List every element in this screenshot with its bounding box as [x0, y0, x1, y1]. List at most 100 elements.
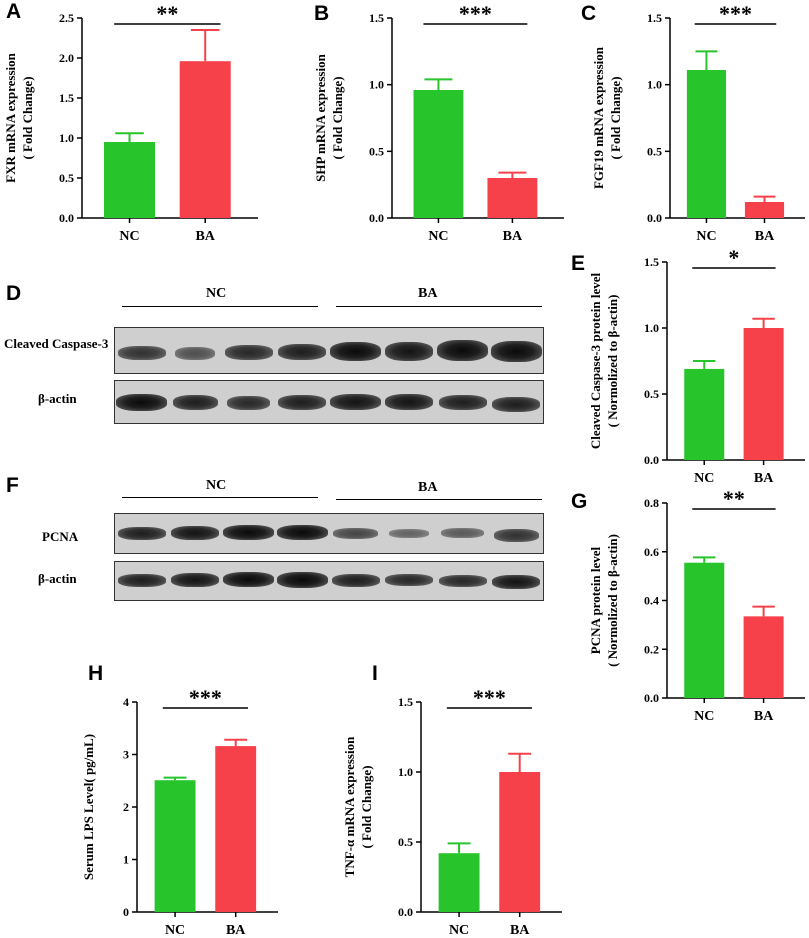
blot-band [171, 526, 220, 540]
chart-g-x-label-ba: BA [754, 709, 774, 724]
blot-f-strip-actin [114, 561, 544, 601]
panel-letter-f: F [6, 474, 19, 497]
blot-band [492, 575, 541, 589]
blot-d-strip-caspase3 [114, 327, 544, 374]
blot-band [172, 395, 218, 410]
blot-d-row-label-actin: β-actin [38, 391, 77, 406]
chart-a-bar-nc [104, 142, 156, 218]
blot-band [331, 574, 380, 587]
blot-d-strip-actin [114, 380, 544, 424]
panel-letter-h: H [88, 662, 104, 685]
chart-a-y-label-line-1: FXR mRNA expression [3, 52, 18, 183]
chart-a-y-tick-label: 1.0 [59, 131, 74, 145]
chart-a-x-label-ba: BA [195, 229, 215, 244]
chart-c-x-label-nc: NC [696, 229, 716, 244]
chart-c-y-tick-label: 1.5 [647, 11, 662, 25]
chart-h-bar-ba [215, 746, 257, 912]
blot-band [437, 340, 489, 361]
chart-h-y-label-line-1: Serum LPS Level( pg/mL) [81, 734, 96, 880]
chart-i-y-label-line-1: TNF-α mRNA expression [342, 736, 357, 877]
chart-g-x-label-nc: NC [694, 709, 714, 724]
chart-c-x-label-ba: BA [755, 229, 775, 244]
chart-a-bar-ba [179, 61, 231, 219]
blot-d-group-nc: NC [206, 286, 227, 301]
blot-band [493, 529, 539, 542]
chart-c-y-tick-label: 0.0 [647, 211, 662, 225]
chart-a-y-tick-label: 0.0 [59, 211, 74, 225]
blot-band [330, 394, 382, 410]
blot-band [171, 573, 220, 587]
blot-band [116, 394, 168, 411]
chart-serum-lps: 0 1 2 3 4 NC BA *** Serum LPS Level( pg/mL) [81, 685, 278, 938]
blot-band [438, 575, 487, 587]
blot-band [490, 341, 542, 362]
chart-b-y-label-line-2: ( Fold Change) [330, 76, 345, 159]
chart-i-bar-nc [438, 853, 480, 912]
chart-h-x-label-nc: NC [165, 923, 185, 938]
chart-c-bar-nc [686, 70, 727, 218]
chart-g-y-tick-label: 0.0 [644, 691, 659, 705]
chart-fgf19-mrna: 0.0 0.5 1.0 1.5 NC BA *** FGF19 mRNA expression… [591, 1, 805, 244]
chart-a-x-label-nc: NC [119, 229, 139, 244]
chart-h-y-tick-label: 0 [123, 905, 129, 919]
blot-band [223, 525, 275, 540]
chart-b-y-tick-label: 0.5 [369, 144, 384, 158]
chart-shp-mrna: 0.0 0.5 1.0 1.5 NC BA *** SHP mRNA expression( … [313, 1, 564, 244]
chart-cleaved-caspase3: 0.0 0.5 1.0 1.5 NC BA * Cleaved Caspase-3 prote… [588, 245, 805, 486]
chart-i-significance-stars: *** [473, 685, 506, 710]
blot-band [278, 344, 327, 360]
chart-fxr-mrna: 0.0 0.5 1.0 1.5 2.0 2.5 NC BA ** FXR mRNA express… [3, 1, 258, 244]
blot-d-group-ba: BA [418, 286, 438, 301]
blot-band [175, 347, 216, 360]
chart-i-y-tick-label: 0.0 [398, 905, 413, 919]
blot-band [276, 572, 328, 588]
chart-e-x-label-ba: BA [754, 471, 774, 486]
chart-c-y-label-line-1: FGF19 mRNA expression [591, 46, 606, 189]
chart-h-y-tick-label: 4 [123, 695, 129, 709]
chart-a-y-tick-label: 2.5 [59, 11, 74, 25]
chart-b-bar-ba [487, 178, 538, 218]
chart-h-y-tick-label: 1 [123, 853, 129, 867]
blot-band [227, 396, 271, 410]
blot-f-group-ba: BA [418, 480, 438, 495]
chart-i-y-tick-label: 1.0 [398, 765, 413, 779]
chart-e-y-label-line-2: ( Normolized to β-actin) [605, 295, 620, 428]
chart-c-y-label-line-2: ( Fold Change) [608, 76, 623, 159]
chart-i-x-label-nc: NC [449, 923, 469, 938]
chart-a-y-tick-label: 0.5 [59, 171, 74, 185]
chart-pcna: 0.0 0.2 0.4 0.6 0.8 NC BA ** PCNA protein level(… [588, 486, 805, 724]
chart-g-significance-stars: ** [723, 486, 745, 511]
panel-letter-b: B [314, 2, 330, 25]
blot-band [117, 574, 166, 587]
chart-b-y-tick-label: 1.5 [369, 11, 384, 25]
chart-b-y-tick-label: 0.0 [369, 211, 384, 225]
chart-e-x-label-nc: NC [694, 471, 714, 486]
chart-e-y-tick-label: 1.0 [644, 321, 659, 335]
chart-g-y-tick-label: 0.8 [644, 496, 659, 510]
chart-e-bar-ba [743, 328, 784, 460]
blot-band [385, 394, 434, 410]
blot-band [278, 395, 327, 410]
chart-g-y-label-line-2: ( Normolized to β-actin) [605, 534, 620, 667]
chart-g-y-label-line-1: PCNA protein level [588, 546, 603, 654]
blot-band [389, 529, 430, 538]
chart-e-significance-stars: * [728, 245, 739, 270]
chart-b-significance-stars: *** [459, 1, 492, 26]
chart-g-y-tick-label: 0.6 [644, 545, 659, 559]
chart-i-y-tick-label: 0.5 [398, 835, 413, 849]
chart-h-bar-nc [154, 780, 196, 912]
blot-band [441, 528, 485, 538]
chart-e-y-tick-label: 0.0 [644, 453, 659, 467]
panel-letter-a: A [6, 0, 22, 23]
blot-band [333, 528, 379, 539]
chart-b-y-label-line-1: SHP mRNA expression [313, 53, 328, 181]
chart-i-y-tick-label: 1.5 [398, 695, 413, 709]
chart-g-bar-nc [684, 562, 725, 698]
chart-b-bar-nc [413, 90, 464, 218]
blot-d-row-label-caspase3: Cleaved Caspase-3 [4, 336, 109, 351]
chart-i-bar-ba [499, 772, 541, 912]
blot-band [330, 342, 382, 361]
chart-c-y-tick-label: 1.0 [647, 78, 662, 92]
chart-h-y-tick-label: 3 [123, 748, 129, 762]
chart-g-y-tick-label: 0.4 [644, 594, 659, 608]
